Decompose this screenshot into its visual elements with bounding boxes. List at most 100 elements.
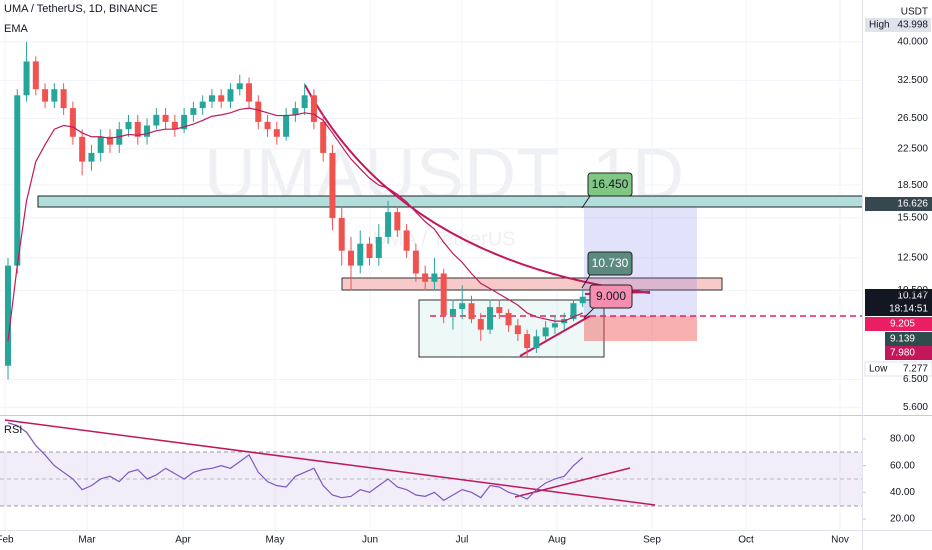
candle-body (310, 95, 317, 122)
last-tag (865, 289, 932, 316)
y-tick-label: 40.00 (890, 487, 915, 498)
candle-body (412, 250, 419, 274)
high-label: High (869, 20, 890, 31)
candle-body (292, 108, 299, 115)
low-label: Low (869, 364, 888, 375)
candle-body (218, 95, 225, 102)
high-value: 43.998 (897, 20, 928, 31)
candle-body (60, 89, 67, 109)
candle-body (181, 114, 188, 130)
callouts: 16.450 10.730 9.000 (581, 172, 633, 319)
x-tick-label: Mar (78, 535, 96, 546)
y-tick-label: 18.500 (897, 180, 928, 191)
candle-body (69, 108, 76, 137)
candle-body (273, 129, 280, 137)
candle-body (375, 236, 382, 258)
countdown: 18:14:51 (889, 304, 928, 315)
low-tag (864, 361, 932, 377)
grid (0, 0, 866, 530)
symbol-title: UMA / TetherUS, 1D, BINANCE (4, 3, 158, 15)
candle-body (5, 265, 11, 366)
x-tick-label: May (266, 535, 285, 546)
x-tick-label: Apr (175, 535, 191, 546)
rsi-series (7, 422, 584, 502)
candle-body (496, 307, 503, 313)
y-tick-label: 20.00 (890, 514, 915, 525)
y-tick-label: 12.500 (897, 253, 928, 264)
candle-body (514, 325, 521, 335)
rsi-trend (4, 419, 656, 506)
y-tick-label: 40.000 (897, 36, 928, 47)
callout: 10.730 (592, 256, 629, 270)
candle-body (431, 273, 438, 282)
candle-body (347, 250, 354, 266)
candle-body (14, 95, 21, 266)
callout-box (589, 284, 633, 309)
resistance-zone (37, 195, 862, 208)
candle-body (487, 307, 494, 330)
callout-box (587, 172, 633, 197)
price-tag-text: 7.980 (890, 348, 915, 359)
candle-body (524, 334, 531, 349)
candle-body (468, 303, 475, 320)
y-tick-label: 15.500 (897, 213, 928, 224)
watermark-sub: UMA / TetherUS (372, 228, 515, 250)
candle-body (144, 125, 151, 137)
candle-body (477, 319, 484, 330)
last-price: 10.147 (897, 291, 928, 302)
candle-body (162, 114, 169, 122)
price-tag (885, 332, 932, 346)
candle-body (134, 121, 141, 137)
candle-body (338, 218, 345, 251)
candle-body (208, 95, 215, 102)
candle-body (255, 101, 262, 122)
x-tick-label: Nov (831, 535, 849, 546)
candle-body (264, 121, 271, 130)
y-tick-label: 80.00 (890, 434, 915, 445)
candle-body (449, 308, 456, 315)
x-tick-label: Aug (548, 535, 566, 546)
price-tag-text: 16.626 (897, 199, 928, 210)
candle-body (23, 61, 30, 96)
candle-body (440, 273, 447, 315)
candle-body (106, 136, 113, 145)
y-tick-label: 5.600 (903, 402, 928, 413)
candle-body (551, 323, 558, 328)
y-tick-label: 6.500 (903, 374, 928, 385)
candle-body (320, 121, 327, 153)
candle-body (542, 327, 549, 337)
y-tick-label: 60.00 (890, 460, 915, 471)
candle-body (246, 83, 253, 102)
candle-body (394, 212, 401, 231)
x-tick-label: Jul (456, 535, 469, 546)
candle-body (79, 136, 86, 162)
callout: 9.000 (596, 289, 626, 303)
high-tag (865, 18, 931, 32)
x-tick-label: Jun (362, 535, 378, 546)
x-tick-label: Sep (643, 535, 661, 546)
candle-body (579, 296, 586, 304)
price-tag (885, 346, 932, 360)
candle-body (51, 89, 58, 102)
price-tag (865, 317, 932, 331)
candle-body (357, 243, 364, 266)
candle-body (570, 303, 577, 320)
candle-body (32, 61, 39, 90)
price-tag (865, 197, 932, 211)
y-tick-label: 26.500 (897, 113, 928, 124)
rsi-pane (0, 419, 862, 507)
candle-body (199, 101, 206, 109)
candle-body (459, 303, 466, 309)
x-tick-label: Oct (738, 535, 754, 546)
candle-body (153, 114, 160, 126)
rsi-line (7, 422, 584, 502)
candle-body (533, 336, 540, 349)
callout-box (587, 251, 633, 276)
stop-box (584, 316, 697, 341)
candle-body (190, 108, 197, 115)
callout: 16.450 (592, 177, 629, 191)
trend-line (519, 315, 591, 357)
candle-body (227, 89, 234, 102)
